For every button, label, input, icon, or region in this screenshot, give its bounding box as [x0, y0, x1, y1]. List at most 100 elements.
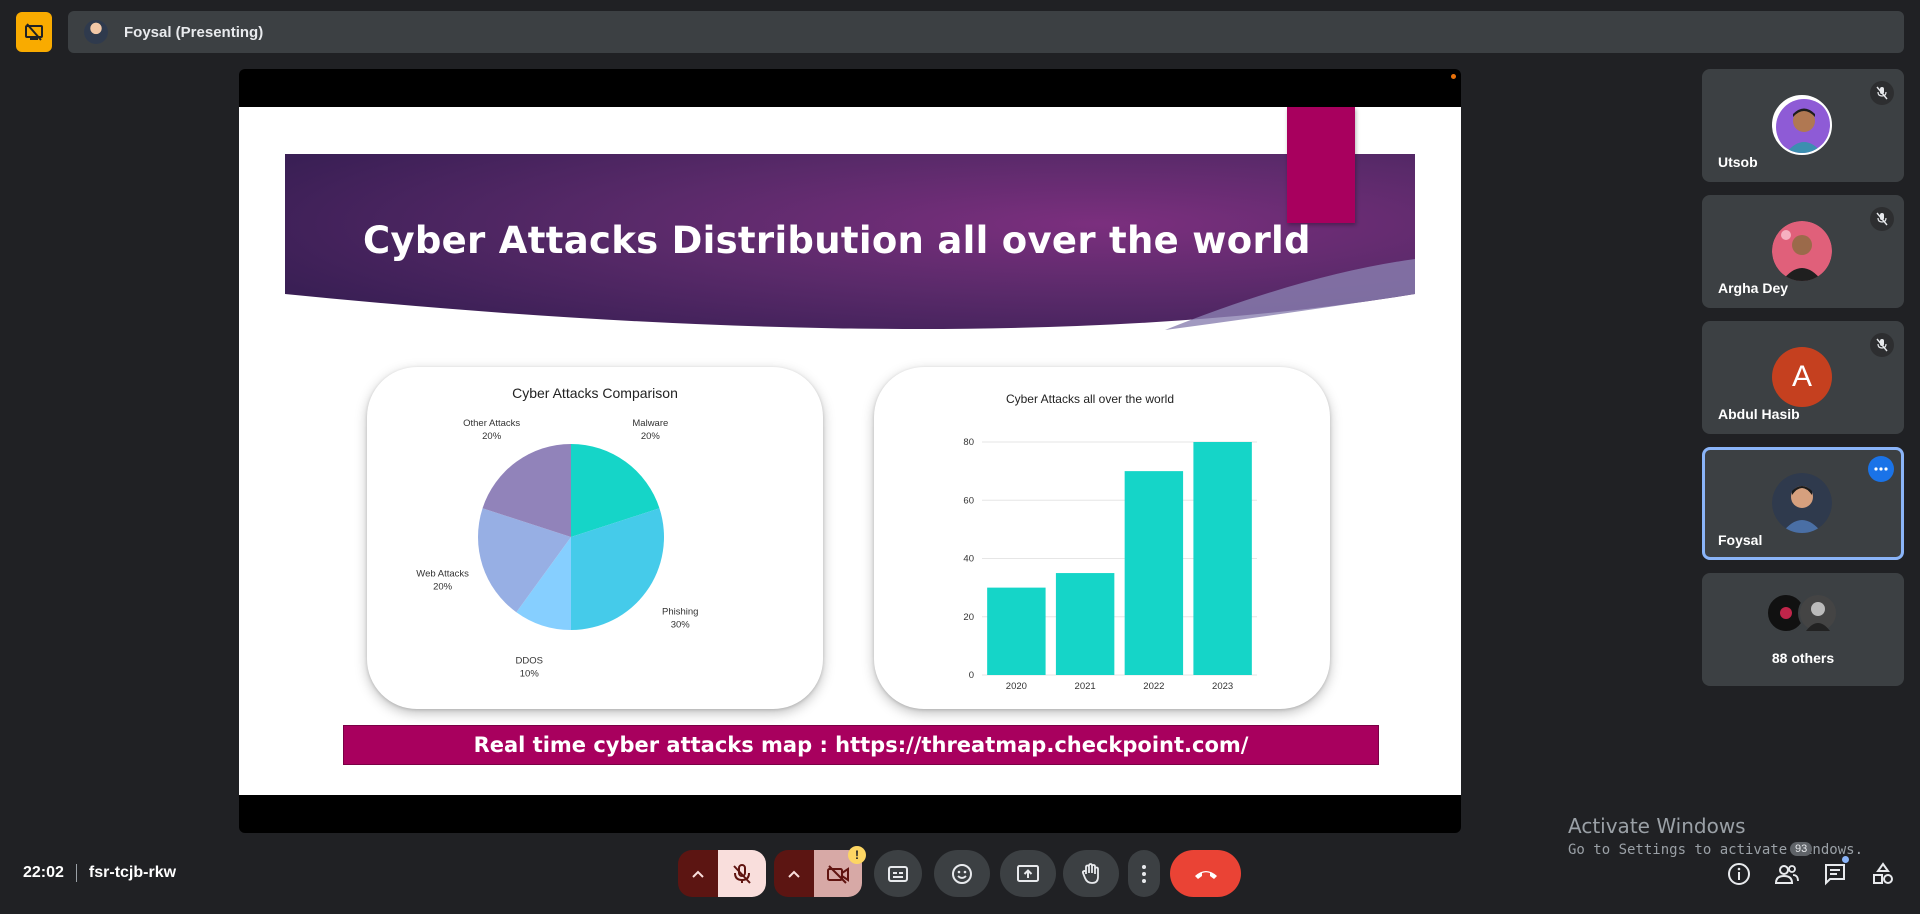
pie-slice-ddos: [516, 537, 571, 630]
present-screen-icon: [1017, 864, 1039, 882]
avatar: [1772, 473, 1832, 533]
meeting-info: 22:02 fsr-tcjb-rkw: [23, 864, 176, 882]
mic-off-icon: [1870, 333, 1894, 357]
people-count-badge: 93: [1790, 842, 1813, 856]
slide-footer-banner: Real time cyber attacks map : https://th…: [343, 725, 1379, 765]
video-options-button[interactable]: [774, 850, 814, 897]
pie-slice-phishing: [571, 508, 664, 630]
presentation-stage[interactable]: Cyber Attacks Distribution all over the …: [239, 69, 1461, 833]
y-tick-label: 0: [969, 670, 974, 681]
watermark-line1: Activate Windows: [1568, 814, 1746, 838]
avatar: [1772, 95, 1832, 155]
y-tick-label: 40: [963, 554, 974, 565]
x-tick-label: 2022: [1143, 681, 1164, 692]
people-icon: [1774, 865, 1799, 884]
y-tick-label: 60: [963, 495, 974, 506]
more-options-icon[interactable]: [1868, 456, 1894, 482]
presenter-avatar: [84, 20, 108, 44]
chat-button[interactable]: [1819, 858, 1851, 890]
leave-call-button[interactable]: [1170, 850, 1241, 897]
watermark-line2: Go to Settings to activate Windows.: [1568, 842, 1864, 858]
pie-percent-label: 20%: [433, 582, 453, 593]
slide-banner: [285, 154, 1415, 330]
pie-label: Phishing: [662, 606, 698, 617]
pie-chart: Cyber Attacks Comparison Malware 20% Phish…: [416, 385, 698, 679]
pie-label: Malware: [632, 418, 668, 429]
activate-windows-watermark: Activate Windows Go to Settings to activ…: [1568, 814, 1863, 858]
y-tick-label: 20: [963, 612, 974, 623]
participant-name: Argha Dey: [1718, 280, 1789, 296]
avatar: [1798, 593, 1838, 633]
pie-chart-card: Cyber Attacks Comparison Malware 20% Phish…: [367, 367, 823, 709]
slide-title: Cyber Attacks Distribution all over the …: [363, 219, 1311, 262]
camera-warning-badge: !: [848, 846, 866, 864]
phone-hangup-icon: [1194, 870, 1217, 879]
x-tick-label: 2023: [1212, 681, 1233, 692]
mic-off-icon: [733, 863, 751, 884]
more-vertical-icon: [1142, 864, 1146, 883]
activities-icon: [1873, 862, 1893, 884]
emoji-icon: [952, 863, 972, 884]
presenter-title: Foysal (Presenting): [124, 23, 264, 41]
raise-hand-icon: [1081, 862, 1099, 884]
more-options-button[interactable]: [1128, 850, 1160, 897]
participant-name: Foysal: [1718, 532, 1763, 548]
pie-label: Web Attacks: [416, 569, 469, 580]
people-button[interactable]: [1771, 858, 1803, 890]
participant-tile-foysal[interactable]: Foysal: [1702, 447, 1904, 560]
participant-name: Abdul Hasib: [1718, 406, 1800, 422]
pie-chart-title: Cyber Attacks Comparison: [512, 385, 678, 401]
participant-tile-abdul-hasib[interactable]: A Abdul Hasib: [1702, 321, 1904, 434]
bar-2023: [1193, 442, 1252, 675]
participant-tile-argha-dey[interactable]: Argha Dey: [1702, 195, 1904, 308]
bar-2022: [1124, 471, 1184, 675]
pie-percent-label: 10%: [520, 668, 540, 679]
participant-tile-utsob[interactable]: Utsob: [1702, 69, 1904, 182]
camera-toggle-button[interactable]: !: [814, 846, 866, 897]
participant-name: Utsob: [1718, 154, 1758, 170]
audio-options-button[interactable]: [678, 850, 718, 897]
activities-button[interactable]: [1867, 858, 1899, 890]
stop-presenting-icon[interactable]: [16, 12, 52, 52]
microphone-toggle-button[interactable]: [718, 850, 766, 897]
closed-captions-icon: [888, 865, 908, 882]
pie-percent-label: 30%: [671, 619, 691, 630]
pie-percent-label: 20%: [641, 431, 661, 442]
pie-label: Other Attacks: [463, 418, 520, 429]
y-tick-label: 80: [963, 437, 974, 448]
chat-notification-dot: [1842, 856, 1849, 863]
raise-hand-button[interactable]: [1063, 850, 1119, 897]
bar-chart: Cyber Attacks all over the world 0 20 40 60…: [963, 392, 1257, 692]
bar-chart-title: Cyber Attacks all over the world: [1006, 392, 1174, 406]
present-screen-button[interactable]: [1000, 850, 1056, 897]
captions-button[interactable]: [874, 850, 922, 897]
others-count-label: 88 others: [1771, 650, 1835, 666]
slide-accent-block: [1287, 107, 1355, 223]
mic-off-icon: [1870, 207, 1894, 231]
slide: Cyber Attacks Distribution all over the …: [239, 107, 1461, 795]
divider: [75, 864, 77, 882]
meeting-details-button[interactable]: [1723, 858, 1755, 890]
camera-off-icon: [827, 864, 849, 884]
bar-2021: [1055, 573, 1115, 675]
presenter-bar[interactable]: Foysal (Presenting): [68, 11, 1904, 53]
chevron-up-icon: [788, 870, 800, 878]
pie-slice-web-attacks: [478, 508, 571, 613]
bar-2020: [987, 587, 1046, 675]
slide-footer-text: Real time cyber attacks map : https://th…: [473, 733, 1249, 757]
meeting-code[interactable]: fsr-tcjb-rkw: [88, 864, 177, 881]
info-icon: [1728, 863, 1750, 885]
others-tile[interactable]: 88 others: [1702, 573, 1904, 686]
pie-slice-malware: [571, 444, 660, 537]
avatar: A: [1772, 347, 1832, 407]
reactions-button[interactable]: [934, 850, 990, 897]
meeting-time: 22:02: [23, 864, 64, 881]
pie-label: DDOS: [516, 655, 543, 666]
recording-indicator: [1451, 74, 1456, 79]
bar-chart-card: Cyber Attacks all over the world 0 20 40 60…: [874, 367, 1330, 709]
x-tick-label: 2021: [1075, 681, 1096, 692]
pie-slice-other-attacks: [482, 444, 571, 537]
chat-icon: [1825, 864, 1845, 886]
avatar: [1772, 221, 1832, 281]
pie-percent-label: 20%: [482, 431, 502, 442]
